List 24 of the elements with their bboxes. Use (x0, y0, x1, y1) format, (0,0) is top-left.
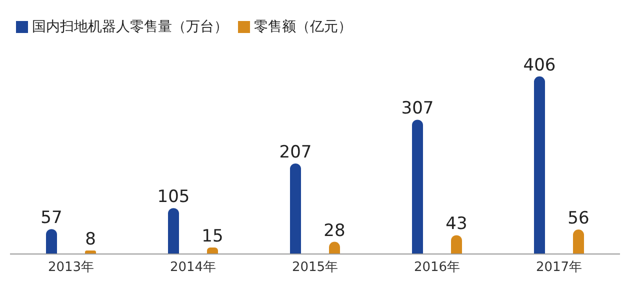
data-label: 28 (324, 220, 346, 241)
bar (168, 208, 179, 254)
data-label: 105 (157, 187, 190, 208)
data-label: 43 (446, 214, 468, 234)
x-tick-label: 2017年 (536, 260, 582, 276)
bar (573, 230, 584, 254)
data-label: 56 (568, 208, 590, 228)
data-label: 8 (85, 230, 96, 250)
data-label: 406 (523, 55, 556, 76)
bar (534, 76, 545, 254)
data-label: 15 (202, 226, 224, 246)
data-label: 307 (401, 98, 434, 119)
data-label: 57 (40, 208, 62, 228)
legend-label: 国内扫地机器人零售量（万台） (32, 19, 228, 35)
bar (46, 229, 57, 254)
x-tick-label: 2014年 (170, 260, 216, 276)
bar (290, 163, 301, 254)
data-label: 207 (279, 142, 312, 162)
legend-label: 零售额（亿元） (254, 19, 352, 35)
x-tick-label: 2016年 (414, 260, 460, 276)
bar (412, 120, 423, 254)
bar (451, 235, 462, 254)
x-tick-label: 2013年 (48, 260, 94, 276)
x-tick-label: 2015年 (292, 260, 338, 276)
